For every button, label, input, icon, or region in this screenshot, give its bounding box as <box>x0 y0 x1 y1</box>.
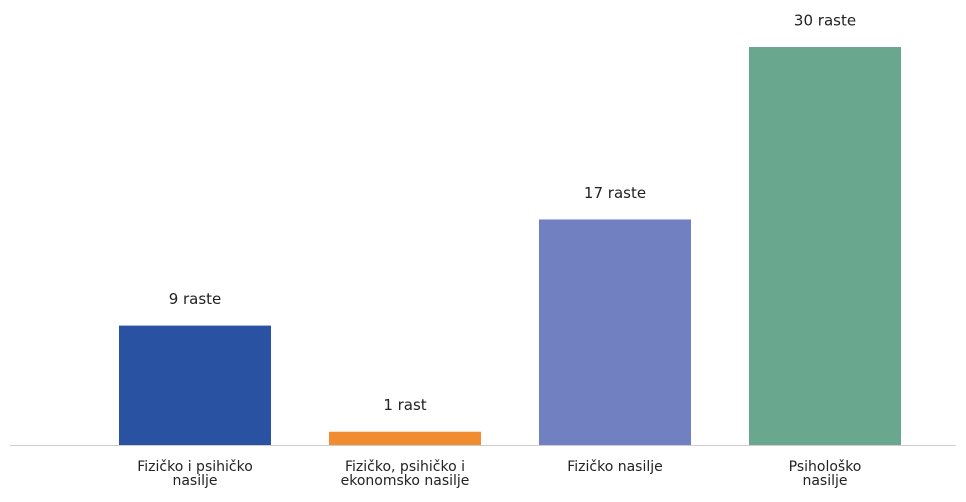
x-tick-label: Psihološko nasilje <box>788 459 862 489</box>
bar <box>329 431 481 445</box>
x-tick-label: Fizičko nasilje <box>567 459 663 475</box>
x-tick-label: Fizičko i psihičko nasilje <box>137 459 253 489</box>
bar <box>749 47 901 445</box>
bar <box>119 325 271 445</box>
x-tick-label: Fizičko, psihičko i ekonomsko nasilje <box>340 459 470 489</box>
value-label: 1 rast <box>383 396 426 414</box>
bar <box>539 219 691 445</box>
value-label: 30 raste <box>794 12 856 30</box>
value-label: 9 raste <box>169 290 222 308</box>
value-label: 17 raste <box>584 184 646 202</box>
